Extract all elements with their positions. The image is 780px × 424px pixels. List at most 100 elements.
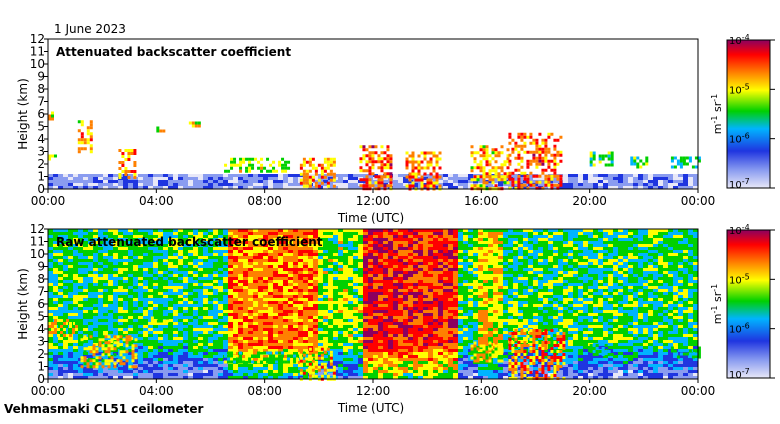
feature-cell	[421, 152, 424, 155]
heatmap-cell	[68, 364, 73, 367]
heatmap-cell	[288, 370, 293, 373]
heatmap-cell	[53, 373, 58, 376]
heatmap-cell	[343, 271, 348, 274]
heatmap-cell	[48, 337, 53, 340]
feature-cell	[427, 179, 430, 182]
heatmap-cell	[193, 265, 198, 268]
heatmap-cell	[373, 271, 378, 274]
heatmap-cell	[248, 268, 253, 271]
heatmap-cell	[243, 325, 248, 328]
feature-cell	[383, 184, 386, 187]
heatmap-cell	[363, 271, 368, 274]
feature-cell	[547, 136, 550, 139]
heatmap-cell	[323, 340, 328, 343]
feature-cell	[495, 151, 498, 154]
feature-cell	[480, 184, 483, 187]
heatmap-cell	[213, 262, 218, 265]
feature-cell	[556, 163, 559, 166]
heatmap-cell	[178, 304, 183, 307]
heatmap-cell	[133, 292, 138, 295]
heatmap-cell	[173, 340, 178, 343]
heatmap-cell	[298, 331, 303, 334]
heatmap-cell	[368, 307, 373, 310]
heatmap-cell	[123, 250, 128, 253]
heatmap-cell	[53, 256, 58, 259]
feature-cell	[415, 167, 418, 170]
feature-cell	[538, 175, 541, 178]
heatmap-cell	[583, 177, 588, 180]
heatmap-cell	[343, 277, 348, 280]
heatmap-cell	[383, 180, 388, 183]
feature-cell	[541, 151, 544, 154]
heatmap-cell	[333, 232, 338, 235]
heatmap-cell	[268, 283, 273, 286]
heatmap-cell	[383, 265, 388, 268]
heatmap-cell	[233, 268, 238, 271]
heatmap-cell	[308, 277, 313, 280]
heatmap-cell	[253, 259, 258, 262]
heatmap-cell	[183, 259, 188, 262]
heatmap-cell	[283, 331, 288, 334]
heatmap-cell	[108, 265, 113, 268]
heatmap-cell	[213, 310, 218, 313]
heatmap-cell	[48, 307, 53, 310]
heatmap-cell	[378, 322, 383, 325]
heatmap-cell	[398, 274, 403, 277]
heatmap-cell	[188, 286, 193, 289]
heatmap-cell	[83, 325, 88, 328]
heatmap-cell	[203, 289, 208, 292]
feature-cell	[327, 185, 330, 188]
heatmap-cell	[373, 355, 378, 358]
heatmap-cell	[188, 352, 193, 355]
feature-cell	[306, 170, 309, 173]
heatmap-cell	[268, 370, 273, 373]
heatmap-cell	[48, 250, 53, 253]
heatmap-cell	[213, 271, 218, 274]
heatmap-cell	[98, 177, 103, 180]
heatmap-cell	[188, 313, 193, 316]
feature-cell	[415, 176, 418, 179]
heatmap-cell	[328, 319, 333, 322]
heatmap-cell	[108, 292, 113, 295]
heatmap-cell	[143, 250, 148, 253]
feature-cell	[380, 175, 383, 178]
heatmap-cell	[378, 253, 383, 256]
heatmap-cell	[308, 331, 313, 334]
heatmap-cell	[268, 277, 273, 280]
heatmap-cell	[98, 180, 103, 183]
heatmap-cell	[63, 364, 68, 367]
heatmap-cell	[283, 183, 288, 186]
heatmap-cell	[78, 280, 83, 283]
heatmap-cell	[368, 274, 373, 277]
feature-cell	[257, 161, 260, 164]
feature-cell	[377, 157, 380, 160]
heatmap-cell	[368, 250, 373, 253]
feature-cell	[556, 175, 559, 178]
heatmap-cell	[238, 289, 243, 292]
heatmap-cell	[403, 180, 408, 183]
feature-cell	[486, 151, 489, 154]
heatmap-cell	[308, 292, 313, 295]
heatmap-cell	[48, 361, 53, 364]
heatmap-cell	[358, 349, 363, 352]
heatmap-cell	[178, 295, 183, 298]
heatmap-cell	[178, 313, 183, 316]
heatmap-cell	[83, 343, 88, 346]
heatmap-cell	[158, 364, 163, 367]
heatmap-cell	[48, 253, 53, 256]
heatmap-cell	[213, 328, 218, 331]
heatmap-cell	[78, 298, 83, 301]
heatmap-cell	[153, 289, 158, 292]
heatmap-cell	[93, 283, 98, 286]
heatmap-cell	[363, 373, 368, 376]
feature-cell	[532, 157, 535, 160]
heatmap-cell	[258, 337, 263, 340]
heatmap-cell	[378, 304, 383, 307]
heatmap-cell	[348, 307, 353, 310]
heatmap-cell	[298, 313, 303, 316]
heatmap-cell	[283, 295, 288, 298]
heatmap-cell	[358, 268, 363, 271]
feature-cell	[118, 161, 121, 164]
